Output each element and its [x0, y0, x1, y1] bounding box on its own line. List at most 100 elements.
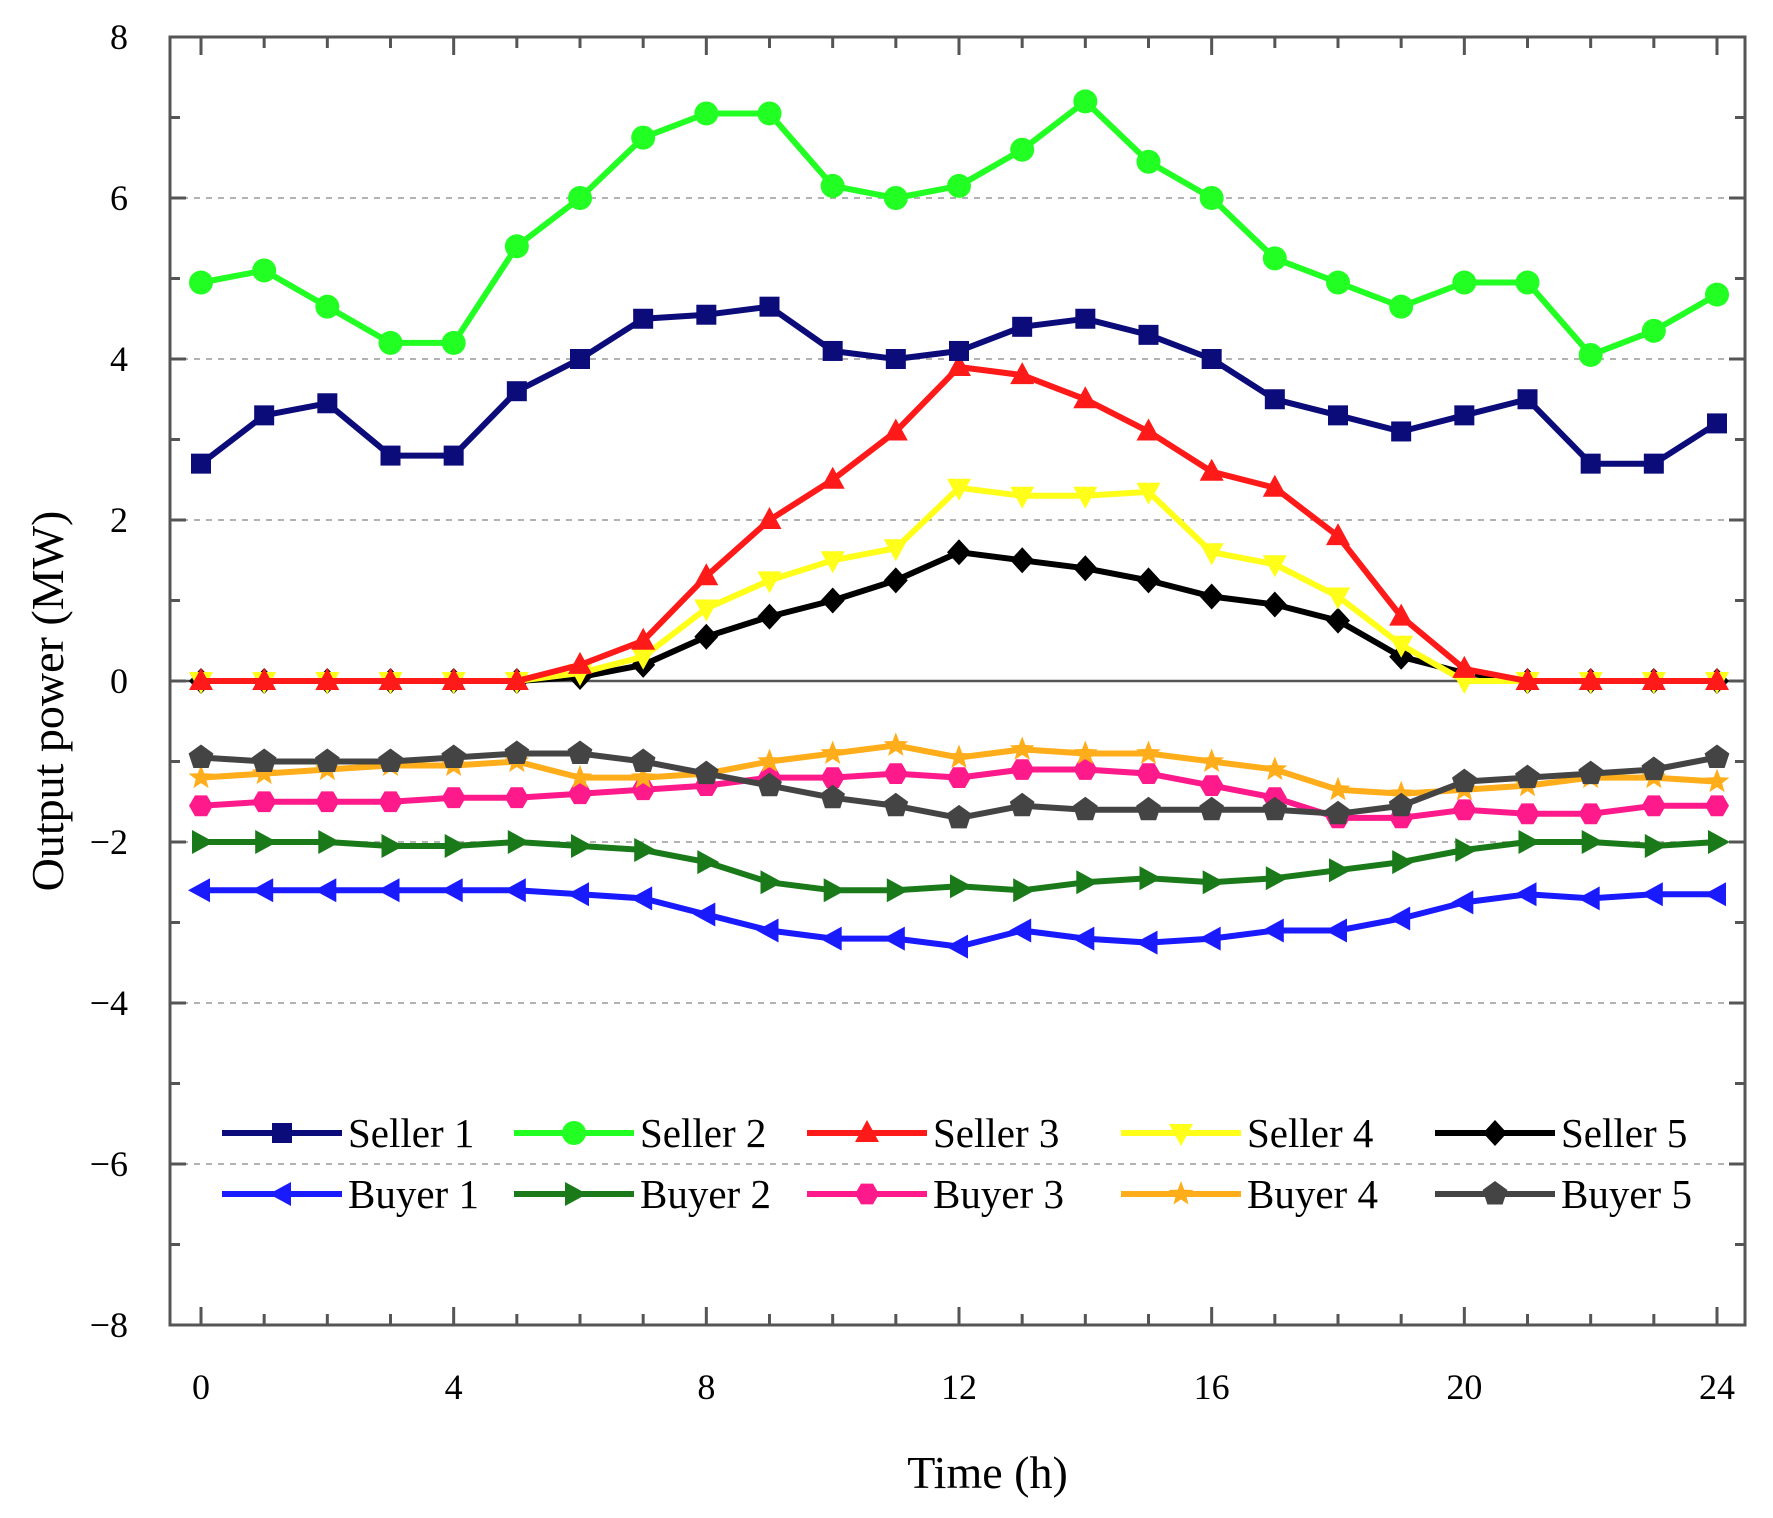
data-point-seller-3 [1199, 458, 1224, 481]
data-point-seller-3 [1452, 655, 1477, 678]
data-point-buyer-1 [1577, 886, 1600, 911]
x-tick-label: 8 [697, 1367, 715, 1407]
y-axis-label: Output power (MW) [22, 511, 73, 892]
data-point-seller-2 [1452, 270, 1477, 295]
data-point-seller-3 [1515, 668, 1540, 690]
data-point-buyer-2 [950, 874, 972, 899]
data-point-buyer-5 [504, 740, 530, 764]
legend-label: Seller 5 [1561, 1110, 1687, 1156]
data-point-seller-3 [1641, 668, 1666, 690]
data-point-buyer-3 [883, 763, 908, 784]
legend-swatch-marker [1169, 1124, 1193, 1146]
data-point-buyer-2 [444, 834, 467, 858]
data-point-buyer-3 [568, 783, 592, 805]
legend-item-seller-5: Seller 5 [1435, 1110, 1687, 1156]
data-point-seller-2 [1641, 318, 1666, 343]
data-point-buyer-2 [697, 850, 720, 875]
data-point-seller-3 [1705, 668, 1729, 690]
data-point-seller-3 [315, 668, 340, 690]
data-point-seller-2 [1199, 186, 1224, 210]
data-point-seller-1 [1707, 413, 1727, 434]
series-buyer-2 [192, 830, 1730, 903]
data-point-seller-2 [1705, 282, 1729, 307]
data-point-buyer-1 [567, 882, 589, 907]
legend-swatch-marker [562, 1121, 586, 1145]
data-point-buyer-4 [883, 732, 909, 756]
data-point-buyer-4 [1136, 740, 1161, 764]
legend-label: Buyer 3 [933, 1171, 1064, 1217]
data-point-seller-1 [633, 308, 654, 329]
data-point-seller-1 [570, 349, 590, 369]
data-point-buyer-3 [1641, 795, 1666, 817]
data-point-seller-3 [631, 627, 656, 650]
data-point-seller-1 [1454, 405, 1475, 426]
legend-swatch-marker [1482, 1181, 1508, 1205]
y-tick-label: −4 [90, 983, 128, 1023]
data-point-seller-5 [1326, 607, 1350, 634]
data-point-seller-2 [820, 173, 845, 198]
data-point-seller-3 [1262, 474, 1287, 497]
data-point-buyer-3 [1136, 763, 1161, 784]
legend-label: Buyer 5 [1561, 1171, 1692, 1217]
data-point-seller-2 [504, 234, 529, 259]
data-point-seller-1 [380, 445, 401, 466]
data-point-buyer-2 [1392, 850, 1415, 875]
data-point-seller-1 [1517, 389, 1538, 410]
data-point-seller-3 [820, 466, 845, 489]
data-point-seller-5 [694, 623, 719, 650]
data-point-buyer-1 [1514, 882, 1537, 907]
data-point-buyer-5 [441, 744, 466, 768]
data-point-seller-5 [1136, 567, 1161, 594]
data-point-seller-3 [252, 668, 277, 690]
data-point-buyer-1 [1261, 918, 1284, 943]
data-point-buyer-4 [1704, 768, 1730, 793]
data-point-seller-1 [1264, 389, 1285, 410]
y-tick-label: −2 [90, 822, 128, 862]
data-point-buyer-1 [1388, 906, 1411, 931]
data-point-seller-1 [1643, 453, 1664, 474]
data-point-seller-2 [694, 101, 719, 126]
data-point-seller-2 [315, 294, 340, 319]
data-point-buyer-3 [189, 795, 213, 817]
legend-swatch-marker [855, 1120, 879, 1142]
data-point-seller-1 [1138, 324, 1159, 345]
data-point-buyer-1 [1198, 926, 1221, 951]
data-point-seller-3 [378, 668, 403, 690]
data-point-buyer-5 [1388, 792, 1414, 817]
data-point-seller-4 [757, 571, 782, 594]
data-point-seller-3 [1389, 603, 1414, 626]
data-point-buyer-5 [315, 748, 340, 772]
data-point-buyer-3 [1073, 759, 1098, 780]
data-point-buyer-3 [315, 791, 340, 813]
data-point-buyer-4 [567, 764, 593, 789]
legend-swatch-marker [1168, 1181, 1194, 1205]
data-point-seller-1 [443, 445, 464, 466]
data-point-seller-2 [441, 330, 466, 355]
data-point-buyer-5 [883, 792, 909, 817]
data-point-buyer-3 [378, 791, 403, 813]
data-point-seller-2 [252, 258, 277, 283]
data-point-seller-4 [947, 478, 971, 501]
data-point-buyer-1 [630, 886, 653, 911]
data-point-buyer-1 [314, 878, 337, 903]
legend-item-seller-4: Seller 4 [1121, 1110, 1373, 1156]
data-point-buyer-5 [757, 772, 782, 797]
data-point-seller-1 [1391, 421, 1412, 442]
data-point-seller-3 [1326, 523, 1350, 546]
data-point-buyer-1 [1009, 918, 1032, 943]
data-point-buyer-2 [507, 830, 530, 854]
data-point-seller-2 [1515, 270, 1540, 295]
data-point-buyer-2 [255, 830, 278, 854]
data-point-buyer-5 [1452, 768, 1477, 793]
data-point-buyer-4 [630, 764, 656, 789]
data-point-seller-2 [1389, 294, 1414, 319]
data-point-seller-4 [1389, 635, 1414, 658]
legend-swatch-marker [269, 1182, 291, 1206]
data-point-buyer-5 [1136, 796, 1161, 821]
legend-item-buyer-4: Buyer 4 [1121, 1171, 1378, 1217]
data-point-seller-1 [696, 304, 717, 325]
data-point-buyer-1 [1325, 918, 1347, 943]
data-point-seller-4 [883, 539, 908, 562]
data-point-buyer-2 [1644, 834, 1667, 858]
